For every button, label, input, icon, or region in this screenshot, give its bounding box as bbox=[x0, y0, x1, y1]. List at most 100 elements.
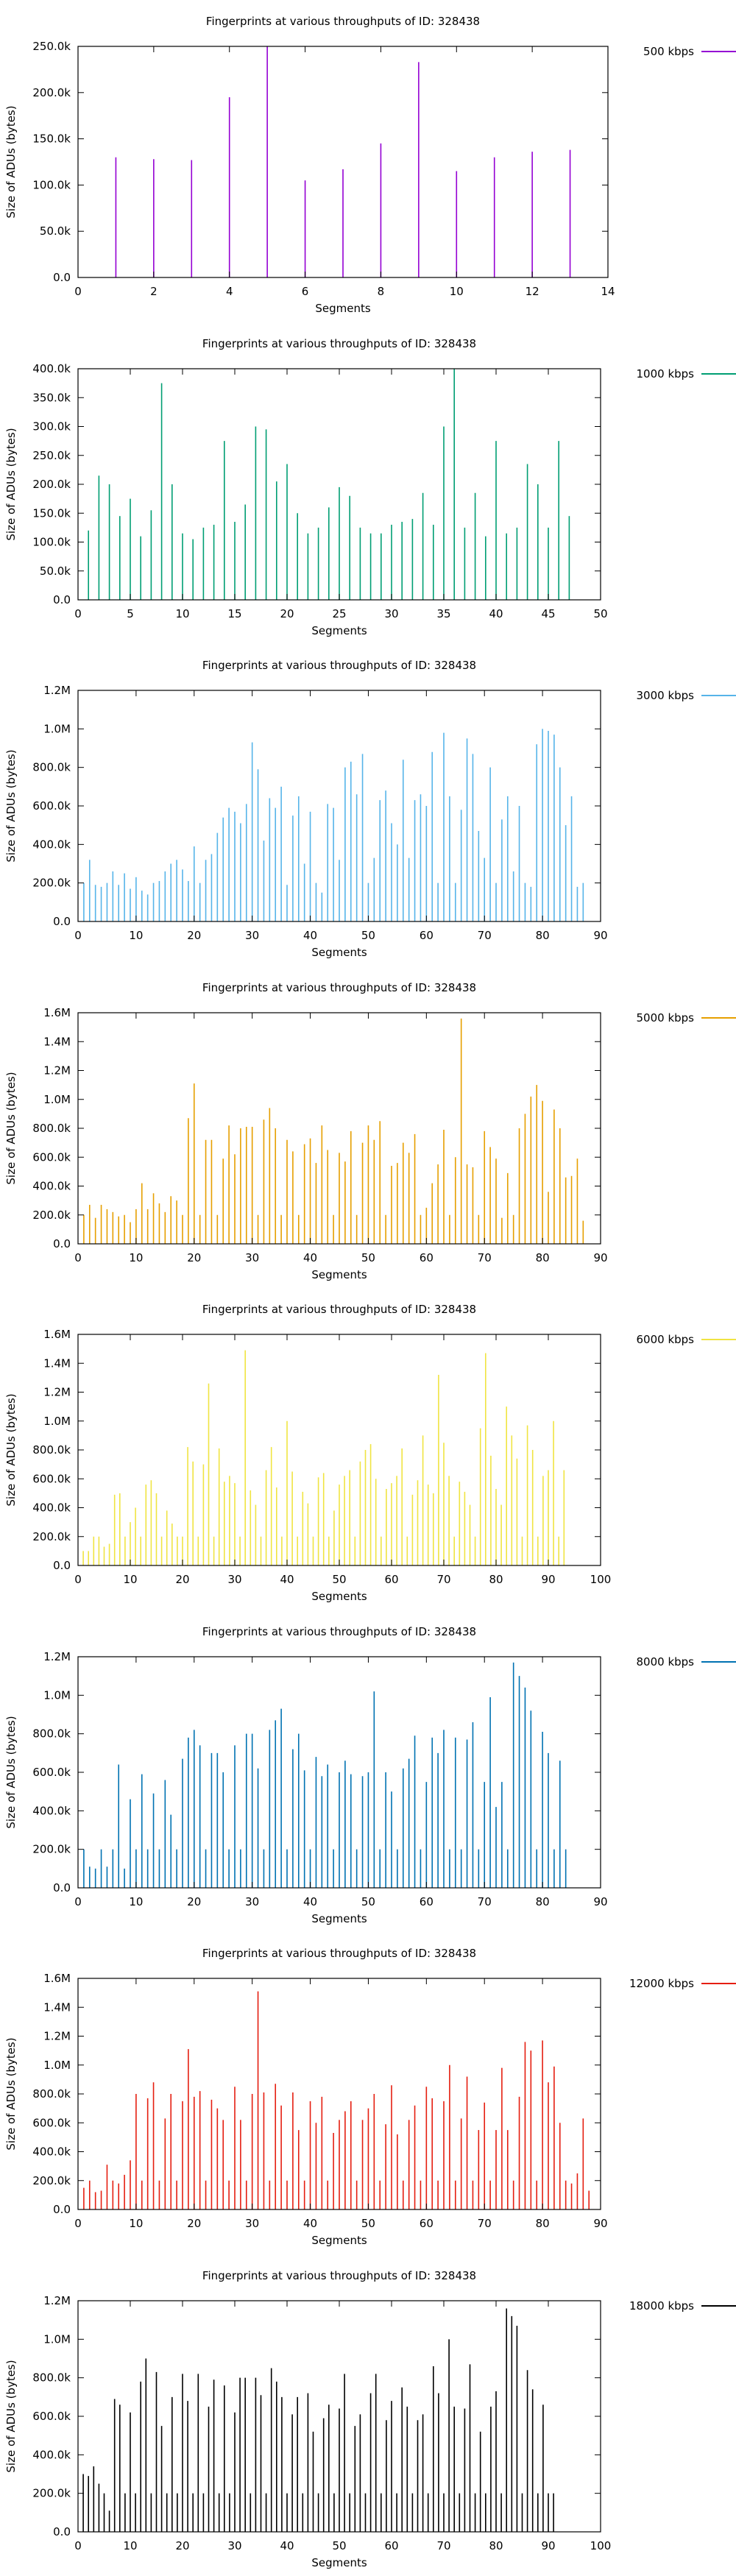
chart-panel: Fingerprints at various throughputs of I… bbox=[4, 15, 736, 315]
y-tick-label: 1.6M bbox=[43, 1328, 71, 1341]
y-tick-label: 0.0 bbox=[53, 593, 71, 606]
x-tick-label: 25 bbox=[332, 607, 346, 620]
x-tick-label: 100 bbox=[590, 2539, 612, 2552]
x-tick-label: 90 bbox=[593, 1251, 607, 1264]
y-tick-label: 400.0k bbox=[32, 838, 71, 851]
chart-panel: Fingerprints at various throughputs of I… bbox=[4, 981, 736, 1281]
y-tick-label: 350.0k bbox=[32, 391, 71, 404]
y-tick-label: 1.6M bbox=[43, 1006, 71, 1019]
x-tick-label: 80 bbox=[489, 1573, 503, 1586]
x-tick-label: 40 bbox=[280, 2539, 294, 2552]
x-axis-label: Segments bbox=[315, 302, 371, 315]
y-tick-label: 50.0k bbox=[40, 565, 71, 578]
y-axis-label: Size of ADUs (bytes) bbox=[4, 1072, 18, 1184]
chart-panel: Fingerprints at various throughputs of I… bbox=[4, 1947, 736, 2247]
legend-label: 500 kbps bbox=[643, 45, 694, 58]
x-tick-label: 60 bbox=[420, 1251, 434, 1264]
x-axis-label: Segments bbox=[311, 946, 367, 959]
legend-label: 3000 kbps bbox=[637, 689, 695, 702]
x-tick-label: 45 bbox=[541, 607, 555, 620]
y-tick-label: 200.0k bbox=[32, 2487, 71, 2500]
y-tick-label: 0.0 bbox=[53, 2203, 71, 2216]
legend-label: 8000 kbps bbox=[637, 1655, 695, 1669]
x-tick-label: 90 bbox=[541, 2539, 555, 2552]
y-tick-label: 600.0k bbox=[32, 2410, 71, 2423]
chart-title: Fingerprints at various throughputs of I… bbox=[202, 981, 476, 994]
y-tick-label: 0.0 bbox=[53, 1237, 71, 1250]
x-tick-label: 60 bbox=[420, 2217, 434, 2230]
y-tick-label: 600.0k bbox=[32, 1472, 71, 1485]
y-tick-label: 150.0k bbox=[32, 132, 71, 146]
chart-panel: Fingerprints at various throughputs of I… bbox=[4, 1625, 736, 1925]
plot-frame bbox=[77, 46, 609, 278]
x-tick-label: 70 bbox=[478, 1895, 492, 1908]
y-tick-label: 200.0k bbox=[32, 1530, 71, 1543]
y-tick-label: 1.2M bbox=[43, 2294, 71, 2307]
x-tick-label: 80 bbox=[536, 2217, 550, 2230]
y-tick-label: 0.0 bbox=[53, 2525, 71, 2538]
x-tick-label: 90 bbox=[593, 1895, 607, 1908]
y-tick-label: 250.0k bbox=[32, 40, 71, 53]
x-tick-label: 20 bbox=[175, 1573, 189, 1586]
x-tick-label: 30 bbox=[245, 1895, 259, 1908]
x-tick-label: 20 bbox=[280, 607, 294, 620]
x-tick-label: 60 bbox=[384, 1573, 398, 1586]
x-tick-label: 0 bbox=[74, 1251, 82, 1264]
y-tick-label: 400.0k bbox=[32, 1804, 71, 1817]
y-tick-label: 100.0k bbox=[32, 536, 71, 549]
x-tick-label: 14 bbox=[601, 285, 615, 298]
x-axis-label: Segments bbox=[311, 2556, 367, 2569]
chart-title: Fingerprints at various throughputs of I… bbox=[202, 659, 476, 672]
chart-title: Fingerprints at various throughputs of I… bbox=[206, 15, 480, 28]
x-tick-label: 50 bbox=[361, 929, 375, 942]
chart-panel: Fingerprints at various throughputs of I… bbox=[4, 2269, 736, 2569]
y-tick-label: 250.0k bbox=[32, 449, 71, 462]
x-tick-label: 0 bbox=[74, 285, 82, 298]
y-axis-label: Size of ADUs (bytes) bbox=[4, 428, 18, 540]
y-tick-label: 0.0 bbox=[53, 1881, 71, 1894]
x-tick-label: 60 bbox=[384, 2539, 398, 2552]
y-tick-label: 1.0M bbox=[43, 1415, 71, 1428]
x-tick-label: 8 bbox=[378, 285, 385, 298]
chart-panel: Fingerprints at various throughputs of I… bbox=[4, 1303, 736, 1603]
chart-panel: Fingerprints at various throughputs of I… bbox=[4, 659, 736, 959]
y-tick-label: 0.0 bbox=[53, 271, 71, 284]
y-tick-label: 400.0k bbox=[32, 362, 71, 375]
x-tick-label: 70 bbox=[436, 2539, 450, 2552]
x-tick-label: 80 bbox=[536, 1895, 550, 1908]
x-axis-label: Segments bbox=[311, 2234, 367, 2247]
x-tick-label: 90 bbox=[593, 2217, 607, 2230]
legend-label: 1000 kbps bbox=[637, 367, 695, 381]
y-tick-label: 1.2M bbox=[43, 684, 71, 697]
y-tick-label: 800.0k bbox=[32, 1122, 71, 1135]
y-tick-label: 200.0k bbox=[32, 2174, 71, 2187]
x-axis-label: Segments bbox=[311, 1912, 367, 1925]
x-tick-label: 0 bbox=[74, 2539, 82, 2552]
y-tick-label: 200.0k bbox=[32, 86, 71, 99]
x-tick-label: 30 bbox=[384, 607, 398, 620]
x-tick-label: 50 bbox=[593, 607, 607, 620]
x-tick-label: 6 bbox=[302, 285, 309, 298]
y-tick-label: 1.2M bbox=[43, 2030, 71, 2043]
x-tick-label: 20 bbox=[175, 2539, 189, 2552]
x-tick-label: 30 bbox=[227, 1573, 241, 1586]
y-axis-label: Size of ADUs (bytes) bbox=[4, 1716, 18, 1828]
x-tick-label: 30 bbox=[245, 1251, 259, 1264]
x-tick-label: 20 bbox=[187, 1895, 201, 1908]
chart-title: Fingerprints at various throughputs of I… bbox=[202, 1947, 476, 1960]
legend-label: 18000 kbps bbox=[629, 2299, 694, 2313]
x-axis-label: Segments bbox=[311, 624, 367, 637]
x-tick-label: 10 bbox=[129, 929, 143, 942]
x-tick-label: 90 bbox=[541, 1573, 555, 1586]
y-tick-label: 1.4M bbox=[43, 1035, 71, 1048]
chart-title: Fingerprints at various throughputs of I… bbox=[202, 1625, 476, 1638]
y-tick-label: 400.0k bbox=[32, 1501, 71, 1515]
x-tick-label: 30 bbox=[227, 2539, 241, 2552]
x-tick-label: 50 bbox=[332, 1573, 346, 1586]
y-tick-label: 800.0k bbox=[32, 761, 71, 774]
chart-title: Fingerprints at various throughputs of I… bbox=[202, 2269, 476, 2282]
y-tick-label: 400.0k bbox=[32, 2145, 71, 2159]
x-tick-label: 100 bbox=[590, 1573, 612, 1586]
y-tick-label: 300.0k bbox=[32, 420, 71, 434]
x-axis-label: Segments bbox=[311, 1268, 367, 1281]
